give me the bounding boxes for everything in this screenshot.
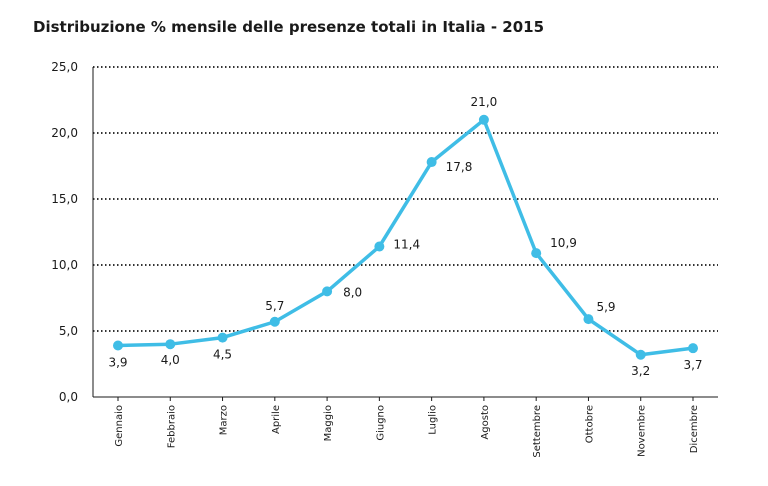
data-label: 8,0 (343, 285, 362, 299)
data-point (217, 332, 228, 343)
data-point (478, 114, 489, 125)
series-line (116, 118, 695, 357)
x-tick-label: Ottobre (584, 405, 595, 443)
data-point (374, 241, 385, 252)
y-tick-label: 15,0 (51, 192, 78, 206)
data-label: 5,7 (265, 299, 284, 313)
y-tick-label: 10,0 (51, 258, 78, 272)
x-tick-label: Gennaio (114, 405, 125, 447)
data-label: 17,8 (446, 160, 473, 174)
data-point (322, 286, 333, 297)
data-label: 5,9 (596, 300, 615, 314)
data-label: 11,4 (393, 238, 420, 252)
x-tick-label: Febbraio (166, 405, 177, 448)
data-point (113, 340, 123, 351)
data-label: 4,0 (161, 353, 180, 367)
x-tick-label: Giugno (375, 405, 386, 441)
x-tick-label: Settembre (532, 405, 543, 458)
y-tick-label: 0,0 (59, 390, 78, 404)
x-tick-label: Maggio (323, 405, 334, 441)
data-label: 21,0 (471, 95, 498, 109)
data-label: 3,2 (631, 364, 650, 378)
data-label: 4,5 (213, 348, 232, 362)
data-point (635, 349, 646, 360)
y-tick-label: 5,0 (59, 324, 78, 338)
x-tick-label: Novembre (637, 405, 648, 457)
data-label: 3,9 (108, 356, 127, 370)
y-tick-label: 20,0 (51, 126, 78, 140)
x-tick-label: Agosto (480, 405, 491, 440)
x-tick-label: Luglio (428, 405, 439, 435)
data-point (531, 248, 542, 259)
x-tick-label: Marzo (219, 405, 230, 435)
data-label: 3,7 (683, 358, 702, 372)
y-tick-label: 25,0 (51, 60, 78, 74)
data-point (165, 339, 176, 350)
data-point (688, 343, 698, 354)
x-tick-label: Aprile (271, 405, 282, 434)
data-point (269, 316, 280, 327)
chart-title: Distribuzione % mensile delle presenze t… (33, 18, 545, 36)
data-label: 10,9 (550, 236, 577, 250)
data-point (426, 157, 437, 168)
data-point (583, 314, 594, 325)
x-tick-label: Dicembre (689, 405, 700, 453)
